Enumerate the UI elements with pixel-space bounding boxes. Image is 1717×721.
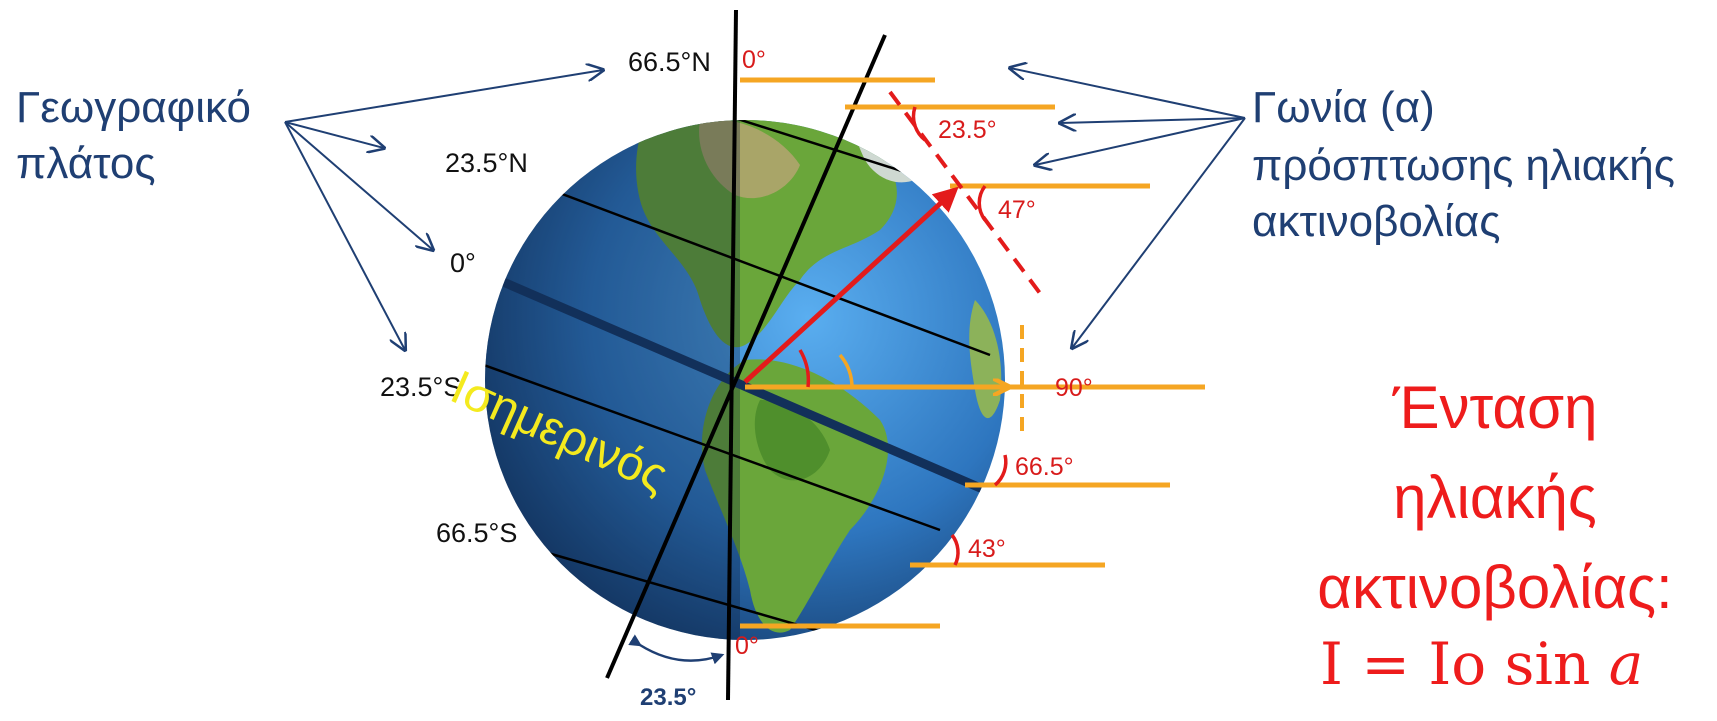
- arrow-to-66-5-n: [284, 70, 603, 123]
- arc-center-orange: [838, 353, 854, 388]
- vertical-axis-line: [726, 9, 738, 701]
- arc-47: [977, 184, 987, 222]
- line-66-5-s: [519, 543, 921, 640]
- arc-66-5: [993, 454, 1008, 487]
- tilt-label: 23.5°: [640, 684, 697, 711]
- angle-title-line2: πρόσπτωσης ηλιακής: [1252, 141, 1675, 190]
- arrow-to-angle-90: [1072, 117, 1246, 348]
- globe: [485, 120, 1005, 640]
- arrow-to-angle-23-5: [1010, 68, 1246, 119]
- arrow-to-angle-47a: [1060, 118, 1246, 123]
- arrow-to-23-5-s: [284, 121, 405, 350]
- arrow-to-23-5-n: [284, 121, 384, 148]
- arrow-to-angle-47b: [1035, 117, 1246, 165]
- angle-label-47: 47°: [998, 196, 1036, 224]
- line-66-5-n: [639, 120, 931, 182]
- latitude-title-line2: πλάτος: [16, 139, 156, 188]
- angle-label-66-5: 66.5°: [1015, 453, 1074, 481]
- north-america-highland: [699, 120, 800, 199]
- angle-title-line1: Γωνία (α): [1252, 83, 1435, 132]
- tilt-arc: [628, 634, 725, 665]
- angle-label-90: 90°: [1055, 374, 1093, 402]
- arc-center: [798, 349, 811, 388]
- latitude-label-23-5-s: 23.5°S: [380, 372, 462, 402]
- latitude-label-66-5-s: 66.5°S: [436, 518, 518, 548]
- latitude-label-23-5-n: 23.5°N: [445, 148, 528, 178]
- earth-tilted-axis: [605, 34, 887, 679]
- intensity-line2: ηλιακής: [1393, 464, 1597, 531]
- angle-arcs: [798, 106, 1008, 566]
- angle-title-line3: ακτινοβολίας: [1252, 197, 1501, 246]
- line-23-5-s: [485, 358, 941, 532]
- pointer-arrows: [284, 68, 1246, 350]
- intensity-line3: ακτινοβολίας:: [1317, 554, 1673, 621]
- angle-label-top: 0°: [742, 46, 766, 74]
- arrow-to-0: [284, 121, 433, 250]
- intensity-formula: I = Io sin 𝑎: [1320, 630, 1644, 698]
- angle-label-43: 43°: [968, 535, 1006, 563]
- arc-43: [950, 533, 960, 566]
- tangent-dash-red: [888, 90, 1047, 302]
- latitude-label-0: 0°: [450, 248, 476, 278]
- line-23-5-n: [524, 178, 991, 357]
- latitude-lines: [485, 120, 991, 640]
- latitude-title-line1: Γεωγραφικό: [16, 83, 251, 132]
- amazon-shape: [754, 400, 830, 481]
- angle-label-23-5: 23.5°: [938, 116, 997, 144]
- intensity-line1: Ένταση: [1392, 374, 1598, 441]
- angle-label-bottom: 0°: [735, 632, 759, 660]
- latitude-label-66-5-n: 66.5°N: [628, 47, 711, 77]
- red-radius-arrow: [743, 186, 959, 384]
- arc-23-5: [911, 106, 927, 142]
